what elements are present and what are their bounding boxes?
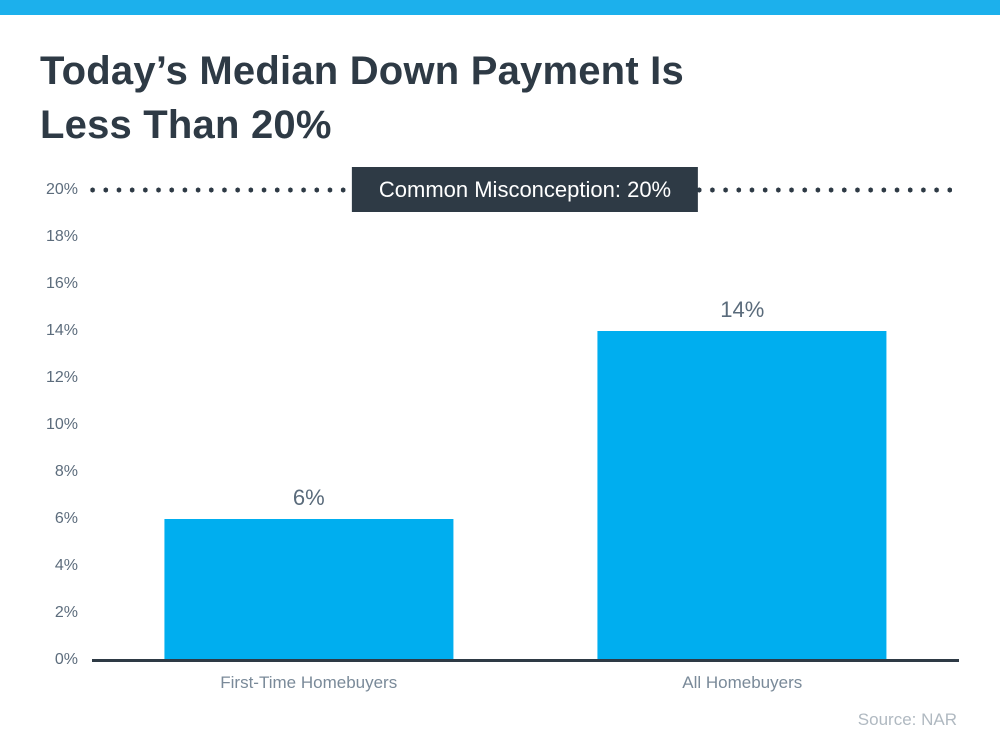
bar <box>597 331 887 660</box>
bar-value-label: 6% <box>292 485 325 510</box>
misconception-badge: Common Misconception: 20% <box>351 167 699 212</box>
y-tick-label: 14% <box>45 322 78 339</box>
bar-column: 14% All Homebuyers <box>526 190 960 692</box>
x-axis-category-label: First-Time Homebuyers <box>220 673 398 692</box>
y-tick-label: 4% <box>54 557 78 574</box>
x-axis-category-label: All Homebuyers <box>682 673 803 692</box>
y-tick-label: 6% <box>54 510 78 527</box>
y-axis-tick-labels: 0% 2% 4% 6% 8% 10% 12% 14% 16% 18% 20% <box>0 181 80 668</box>
y-tick-label: 16% <box>45 275 78 292</box>
page-title-line-1: Today’s Median Down Payment Is <box>40 49 684 93</box>
y-tick-label: 20% <box>45 181 78 198</box>
x-axis-line <box>92 659 959 662</box>
bar <box>164 519 454 660</box>
source-attribution: Source: NAR <box>857 710 957 729</box>
bar-column: 6% First-Time Homebuyers <box>92 190 526 692</box>
page-title-line-2: Less Than 20% <box>40 103 332 147</box>
y-tick-label: 18% <box>45 228 78 245</box>
misconception-badge-label: Common Misconception: 20% <box>378 176 672 202</box>
y-tick-label: 8% <box>54 463 78 480</box>
y-tick-label: 2% <box>54 604 78 621</box>
y-tick-label: 10% <box>45 416 78 433</box>
y-tick-label: 0% <box>54 651 78 668</box>
y-tick-label: 12% <box>45 369 78 386</box>
bar-value-label: 14% <box>720 297 765 322</box>
page-title: Today’s Median Down Payment Is Less Than … <box>40 44 684 152</box>
plot-area: 6% First-Time Homebuyers 14% All Homebuyers <box>92 190 960 692</box>
accent-top-bar <box>0 0 1000 15</box>
